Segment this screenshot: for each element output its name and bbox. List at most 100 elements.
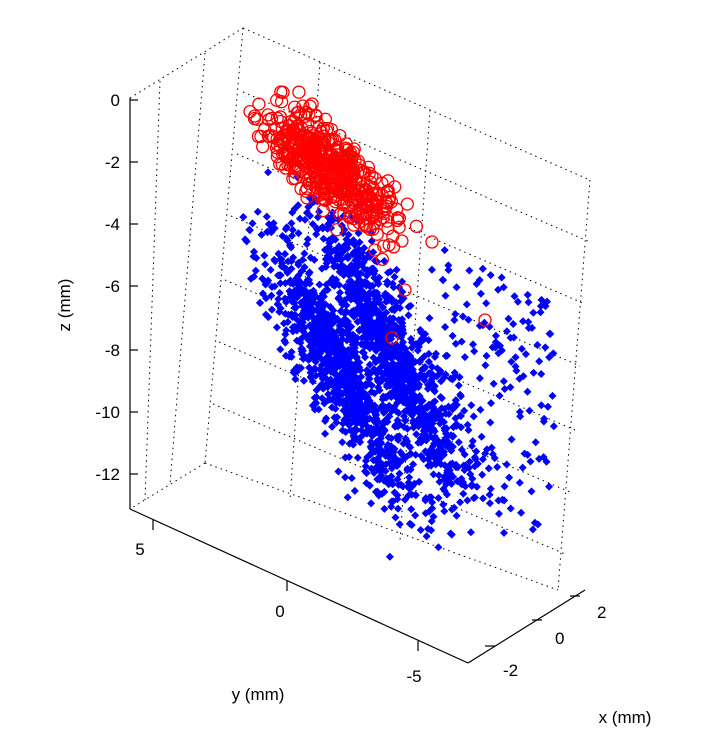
blue-point <box>469 340 477 349</box>
x-tick-label: 2 <box>597 603 606 622</box>
blue-point <box>489 379 498 388</box>
blue-point <box>264 220 273 229</box>
grid-box <box>129 27 591 591</box>
blue-point <box>390 488 399 497</box>
blue-point <box>526 457 535 466</box>
blue-point <box>293 275 302 284</box>
blue-point <box>314 405 323 414</box>
blue-point <box>383 277 392 286</box>
blue-point <box>333 413 342 422</box>
blue-point <box>342 363 351 372</box>
blue-point <box>462 300 471 309</box>
series-red-points <box>243 85 492 345</box>
blue-point <box>548 391 557 400</box>
blue-point <box>339 229 348 238</box>
red-point <box>315 165 330 179</box>
red-point <box>300 191 314 205</box>
blue-point <box>365 325 374 334</box>
blue-point <box>388 479 397 488</box>
blue-point <box>411 511 420 520</box>
blue-point <box>250 247 258 256</box>
y-tick-label: 0 <box>275 602 284 621</box>
blue-point <box>267 291 276 300</box>
blue-point <box>467 482 476 490</box>
blue-point <box>262 212 271 221</box>
red-point <box>381 221 395 236</box>
blue-point <box>316 293 325 302</box>
blue-point <box>299 312 308 321</box>
blue-point <box>311 365 320 374</box>
blue-point <box>304 203 313 211</box>
blue-point <box>525 406 534 415</box>
red-point <box>337 179 352 193</box>
red-point <box>320 121 335 136</box>
blue-point <box>385 552 394 561</box>
blue-point <box>403 464 412 473</box>
blue-point <box>275 289 284 297</box>
red-point <box>318 193 332 207</box>
blue-point <box>288 231 296 240</box>
blue-point <box>295 214 304 223</box>
blue-point <box>239 213 248 221</box>
blue-point <box>399 439 408 448</box>
blue-point <box>372 438 381 447</box>
red-point <box>252 97 266 111</box>
blue-point <box>306 288 315 297</box>
blue-point <box>300 352 309 360</box>
blue-point <box>293 284 302 293</box>
blue-point <box>241 235 250 244</box>
blue-point <box>531 438 540 447</box>
blue-point <box>393 416 402 425</box>
blue-point <box>313 328 322 337</box>
blue-point <box>352 405 361 414</box>
blue-point <box>511 362 520 371</box>
blue-point <box>281 279 290 288</box>
blue-point <box>354 245 363 254</box>
blue-point <box>342 319 351 328</box>
blue-point <box>439 447 448 456</box>
blue-point <box>266 265 275 274</box>
red-point <box>320 187 334 202</box>
red-point <box>276 131 291 145</box>
red-point <box>270 93 284 107</box>
z-tick-label: -6 <box>105 277 120 296</box>
blue-point <box>308 321 317 330</box>
blue-point <box>387 393 396 401</box>
blue-point <box>414 407 422 416</box>
red-point <box>368 171 382 186</box>
blue-point <box>394 504 402 513</box>
blue-point <box>357 340 366 349</box>
blue-point <box>299 376 308 385</box>
series-blue-points <box>239 156 558 561</box>
blue-point <box>345 374 354 383</box>
blue-point <box>356 269 365 278</box>
blue-point <box>281 250 289 258</box>
blue-point <box>335 250 343 258</box>
blue-point <box>457 474 466 483</box>
blue-point <box>460 406 469 415</box>
blue-point <box>529 368 538 377</box>
blue-point <box>487 399 495 408</box>
blue-point <box>422 532 431 541</box>
blue-point <box>486 271 495 280</box>
blue-point <box>353 379 362 388</box>
blue-point <box>380 425 388 434</box>
red-point <box>343 210 357 225</box>
blue-point <box>375 475 384 484</box>
blue-point <box>472 280 481 288</box>
red-point <box>373 212 387 226</box>
blue-point <box>323 224 332 233</box>
blue-point <box>402 352 411 361</box>
blue-point <box>448 459 457 468</box>
blue-point <box>323 333 331 341</box>
blue-point <box>396 292 405 301</box>
z-tick-label: -2 <box>105 153 120 172</box>
blue-point <box>484 464 493 473</box>
blue-point <box>516 412 525 421</box>
blue-point <box>490 454 499 463</box>
y-axis: 5 0 -5 y (mm) <box>135 520 422 704</box>
blue-point <box>451 339 460 348</box>
blue-point <box>439 500 448 509</box>
blue-point <box>445 440 454 449</box>
